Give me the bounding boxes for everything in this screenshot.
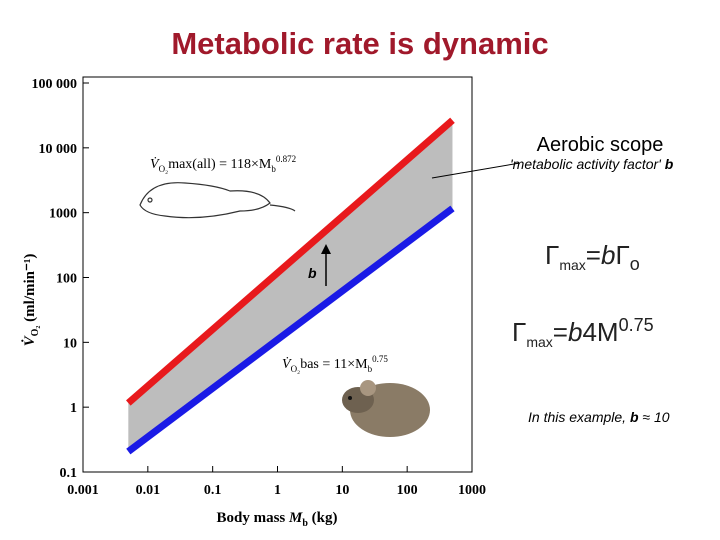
equation-bas: V̇O₂bas = 11×Mb0.75 xyxy=(282,354,388,374)
y-tick-label: 1000 xyxy=(49,207,77,222)
slide-title: Metabolic rate is dynamic xyxy=(171,26,548,61)
x-tick-label: 0.01 xyxy=(136,483,161,498)
mouse-sketch xyxy=(139,182,296,219)
x-tick-label: 1 xyxy=(274,483,281,498)
equation-max: V̇O₂max(all) = 118×Mb0.872 xyxy=(150,154,296,174)
formula-1: Γmax=bΓo xyxy=(545,240,640,274)
aerobic-scope: Aerobic scope xyxy=(537,134,664,156)
b-label: b xyxy=(308,265,317,281)
x-tick-label: 0.001 xyxy=(67,483,99,498)
formula-2: Γmax=b4M0.75 xyxy=(512,315,654,350)
x-axis-label: Body mass Mb (kg) xyxy=(216,510,337,529)
series-line xyxy=(126,117,455,406)
y-axis-label: V̇O₂ (ml/min⁻¹) xyxy=(21,254,41,347)
x-tick-label: 1000 xyxy=(458,483,486,498)
pointer-line xyxy=(431,162,521,179)
y-tick-label: 100 xyxy=(56,272,77,287)
x-tick-label: 100 xyxy=(397,483,418,498)
y-tick-label: 0.1 xyxy=(60,466,78,481)
scope-band xyxy=(128,120,453,452)
activity-factor: 'metabolic activity factor' b xyxy=(510,156,674,172)
y-tick-label: 10 xyxy=(63,336,77,351)
x-tick-label: 10 xyxy=(335,483,349,498)
b-arrowhead xyxy=(321,244,331,254)
series-line xyxy=(126,205,455,455)
mouse-photo xyxy=(342,380,430,437)
y-tick-label: 10 000 xyxy=(39,142,78,157)
y-tick-label: 100 000 xyxy=(32,77,78,92)
y-tick-label: 1 xyxy=(70,401,77,416)
example-note: In this example, b ≈ 10 xyxy=(528,409,670,425)
plot: 0.001 0.01 0.1 1 10 100 1000 0.1 1 10 100 1000 10 00… xyxy=(32,76,486,498)
x-tick-label: 0.1 xyxy=(204,483,222,498)
